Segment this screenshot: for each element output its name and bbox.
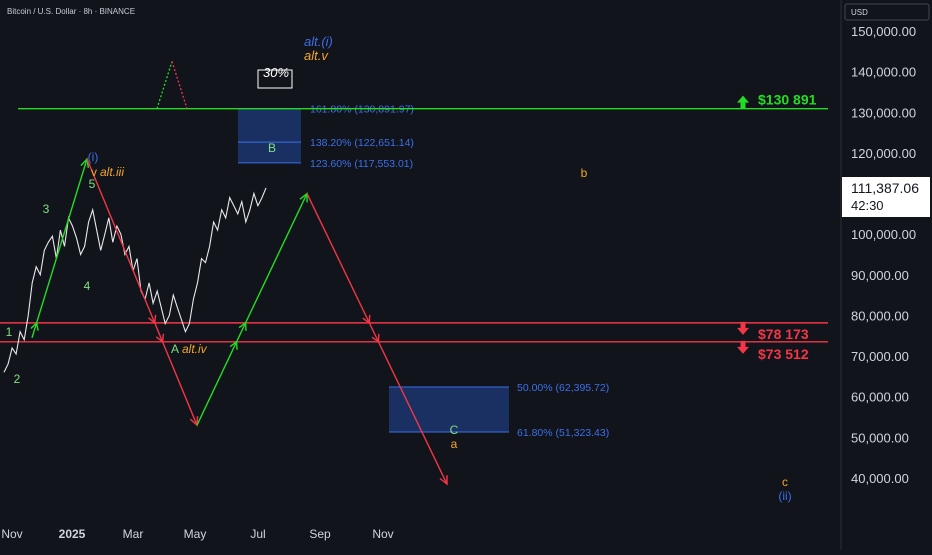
- x-tick-label: Sep: [309, 527, 331, 541]
- last-price-value: 111,387.06: [851, 180, 919, 196]
- wave-label: 30%: [263, 65, 289, 80]
- wave-label: alt.v: [304, 48, 329, 63]
- fib-upper-label: 161.80% (130,891.97): [310, 104, 414, 116]
- wave-label: v: [91, 165, 97, 179]
- currency-label: USD: [851, 8, 868, 17]
- wave-label: (i): [88, 150, 99, 164]
- projection-segment: [86, 158, 198, 426]
- wave-label: c: [782, 475, 788, 489]
- price-axis-ticks: 40,000.00 50,000.00 60,000.00 70,000.00 80,0…: [851, 24, 916, 486]
- y-tick-label: 50,000.00: [851, 430, 909, 445]
- y-tick-label: 100,000.00: [851, 227, 916, 242]
- arrow-up-icon: [737, 95, 749, 109]
- currency-badge[interactable]: [844, 3, 930, 21]
- x-tick-label: 2025: [59, 527, 86, 541]
- x-tick-label: Nov: [1, 527, 22, 541]
- wave-label: A: [171, 342, 179, 356]
- projection-segment: [196, 193, 308, 426]
- y-tick-label: 140,000.00: [851, 65, 916, 80]
- wave-label: alt.iii: [100, 165, 124, 179]
- level-lines: $130 891 $78 173 $73 512: [0, 92, 828, 362]
- projection-mid-arrow: [30, 321, 39, 331]
- fib-lower-label: 61.80% (51,323.43): [517, 427, 609, 439]
- fib-upper-label: 138.20% (122,651.14): [310, 137, 414, 149]
- wave-label: B: [268, 141, 276, 155]
- projection-mid-arrow: [371, 333, 380, 344]
- projection-mid-arrow: [148, 314, 157, 325]
- projection-mid-arrow: [155, 333, 165, 344]
- projection-mid-arrow: [362, 314, 371, 325]
- wave-label: a: [451, 437, 458, 451]
- alt-projection-segment: [171, 61, 188, 109]
- projection-mid-arrow: [229, 340, 238, 350]
- wave-label: 2: [14, 372, 21, 386]
- probability-box: [257, 69, 293, 89]
- x-tick-label: Jul: [250, 527, 265, 541]
- projection-segment-head: [439, 475, 448, 486]
- projection-segment: [306, 193, 448, 485]
- wave-label: b: [581, 166, 588, 180]
- y-tick-label: 120,000.00: [851, 146, 916, 161]
- x-tick-label: Mar: [123, 527, 144, 541]
- projection-segment: [31, 158, 88, 339]
- fib-upper-box: [238, 108, 301, 163]
- x-tick-label: May: [184, 527, 207, 541]
- wave-label: 4: [84, 279, 91, 293]
- level-label: $73 512: [758, 346, 809, 362]
- time-axis-ticks: Nov 2025 Mar May Jul Sep Nov: [1, 527, 393, 541]
- y-tick-label: 80,000.00: [851, 308, 909, 323]
- x-tick-label: Nov: [372, 527, 393, 541]
- arrow-down-icon: [737, 321, 749, 335]
- y-tick-label: 60,000.00: [851, 390, 909, 405]
- fib-lower-label: 50.00% (62,395.72): [517, 382, 609, 394]
- last-price-countdown: 42:30: [851, 198, 884, 213]
- wave-label: 5: [89, 177, 96, 191]
- fib-boxes: 161.80% (130,891.97) 138.20% (122,651.14)…: [238, 104, 609, 439]
- fib-upper-label: 123.60% (117,553.01): [310, 158, 413, 170]
- y-tick-label: 130,000.00: [851, 105, 916, 120]
- projection-mid-arrow: [238, 321, 247, 331]
- chart-title: Bitcoin / U.S. Dollar · 8h · BINANCE: [7, 7, 135, 16]
- wave-label: 3: [43, 202, 50, 216]
- level-label: $78 173: [758, 326, 809, 342]
- wave-label: alt.iv: [182, 342, 208, 356]
- wave-label: C: [450, 423, 459, 437]
- wave-label: (ii): [778, 489, 791, 503]
- arrow-down-icon: [737, 340, 749, 354]
- wave-projections: [30, 61, 448, 486]
- fib-lower-box: [389, 386, 509, 432]
- y-tick-label: 70,000.00: [851, 349, 909, 364]
- level-label: $130 891: [758, 92, 817, 108]
- last-price-badge: 111,387.06 42:30: [842, 177, 930, 217]
- y-tick-label: 150,000.00: [851, 24, 916, 39]
- wave-label: alt.(i): [304, 34, 333, 49]
- y-tick-label: 90,000.00: [851, 268, 909, 283]
- price-series-line: [3, 187, 267, 373]
- alt-projection-segment: [156, 61, 173, 109]
- y-tick-label: 40,000.00: [851, 471, 909, 486]
- wave-label: 1: [6, 325, 13, 339]
